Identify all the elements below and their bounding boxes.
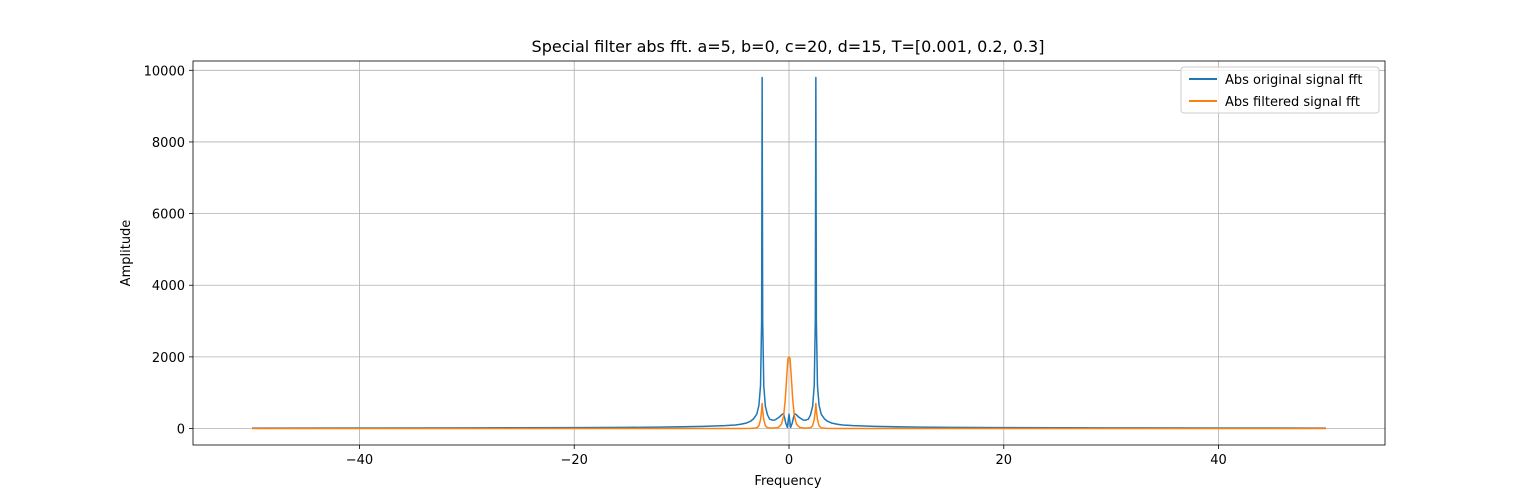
series-line-2 bbox=[252, 356, 1326, 430]
x-tick-label: −20 bbox=[561, 453, 588, 468]
y-tick-label: 4000 bbox=[152, 279, 185, 294]
legend-label-1: Abs original signal fft bbox=[1225, 73, 1362, 88]
y-tick-label: 2000 bbox=[152, 351, 185, 366]
x-tick-label: −40 bbox=[346, 453, 373, 468]
y-axis-label: Amplitude bbox=[119, 220, 134, 287]
legend-box bbox=[1180, 66, 1380, 114]
x-tick-label: 20 bbox=[996, 453, 1013, 468]
y-tick-label: 6000 bbox=[152, 208, 185, 223]
x-axis-label: Frequency bbox=[754, 474, 821, 489]
legend-label-2: Abs filtered signal fft bbox=[1225, 95, 1360, 110]
y-tick-label: 0 bbox=[177, 423, 185, 438]
legend: Abs original signal fft Abs filtered sign… bbox=[1180, 66, 1380, 114]
chart-title: Special filter abs fft. a=5, b=0, c=20, … bbox=[532, 37, 1045, 56]
y-tick-label: 10000 bbox=[144, 64, 185, 79]
series-line-1 bbox=[252, 76, 1326, 429]
x-tick-label: 0 bbox=[785, 453, 793, 468]
y-tick-label: 8000 bbox=[152, 136, 185, 151]
x-tick-label: 40 bbox=[1210, 453, 1227, 468]
